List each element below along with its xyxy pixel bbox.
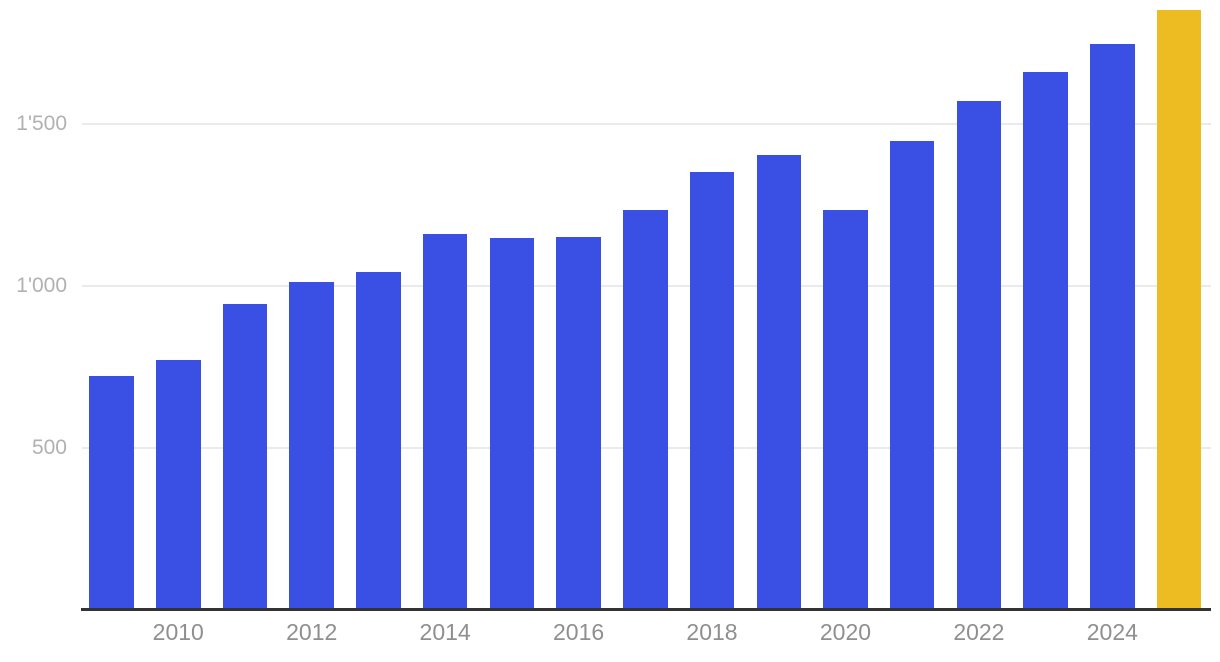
bar-2018[interactable] <box>689 172 735 610</box>
x-axis-tick-label: 2014 <box>419 619 471 645</box>
bar-2011[interactable] <box>222 303 268 610</box>
x-axis-tick-label: 2022 <box>953 619 1005 645</box>
bar-2009[interactable] <box>89 375 134 610</box>
bar-2023[interactable] <box>1023 72 1068 610</box>
x-axis-tick-label: 2020 <box>819 619 872 645</box>
x-axis-tick-label: 2010 <box>152 619 204 645</box>
y-axis-tick-label: 1'500 <box>16 111 67 135</box>
bar-2014[interactable] <box>422 233 468 610</box>
bar-2017[interactable] <box>623 209 668 610</box>
highlighted-bar-2025[interactable] <box>1156 10 1202 610</box>
bar-2022[interactable] <box>956 101 1002 610</box>
bar-2013[interactable] <box>356 271 401 610</box>
bar-2012[interactable] <box>289 282 334 610</box>
x-axis-tick-label: 2018 <box>686 619 738 645</box>
bar-2010[interactable] <box>156 360 201 610</box>
bar-2015[interactable] <box>489 238 535 610</box>
y-axis-tick-label: 500 <box>31 435 67 459</box>
x-axis-tick-label: 2016 <box>552 619 605 645</box>
bar-2016[interactable] <box>556 237 601 610</box>
x-axis-tick-label: 2024 <box>1086 619 1138 645</box>
x-axis-line <box>81 608 1211 611</box>
gridline <box>82 122 1211 125</box>
x-axis-tick-label: 2012 <box>286 619 338 645</box>
bar-2024[interactable] <box>1090 43 1135 610</box>
y-axis-tick-label: 1'000 <box>16 273 67 297</box>
bar-2019[interactable] <box>756 155 801 610</box>
bar-2021[interactable] <box>889 140 935 610</box>
bar-2020[interactable] <box>823 210 868 610</box>
